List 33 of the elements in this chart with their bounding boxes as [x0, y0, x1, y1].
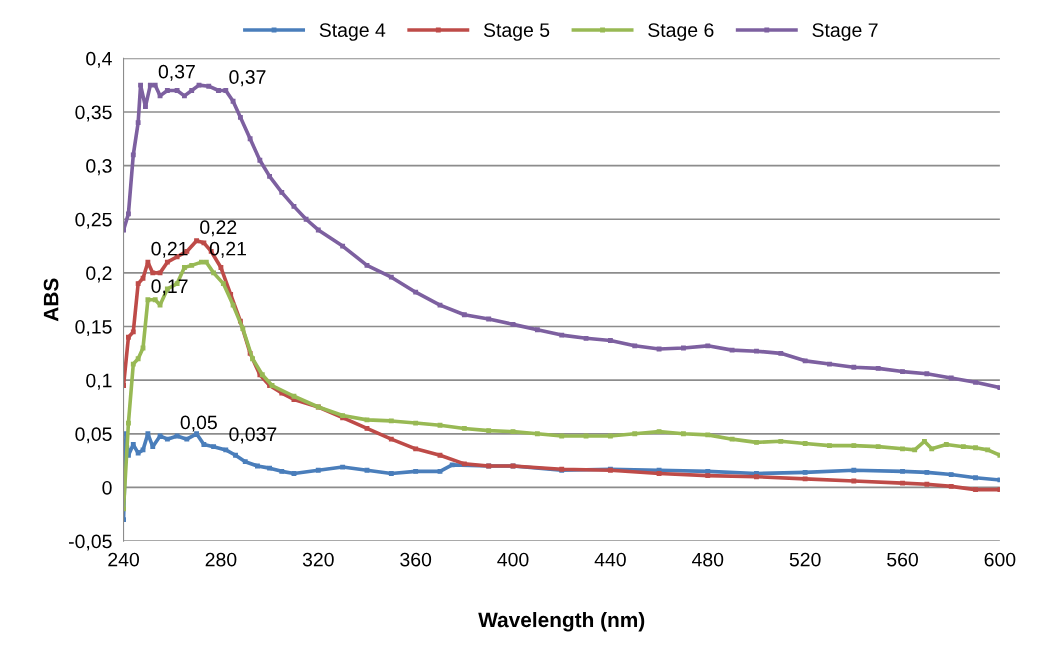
y-tick-label: 0,3: [86, 159, 112, 176]
annotation: 0,05: [180, 415, 217, 432]
y-tick-label: 0,25: [75, 212, 112, 229]
y-tick-label: 0,15: [75, 319, 112, 337]
y-tick-label: 0,4: [86, 51, 112, 68]
y-tick-label: 0,2: [86, 266, 112, 283]
x-tick-label: 400: [497, 552, 529, 567]
y-axis-title: ABS: [43, 278, 59, 322]
legend-label: Stage 4: [319, 23, 386, 41]
x-axis-title: Wavelength (nm): [478, 611, 645, 632]
legend-label: Stage 6: [648, 23, 714, 41]
legend-label: Stage 7: [812, 23, 878, 41]
annotation: 0,37: [229, 70, 266, 87]
x-tick-label: 560: [887, 552, 918, 567]
x-tick-label: 440: [594, 552, 626, 567]
y-tick-label: 0,35: [75, 105, 112, 122]
x-tick-label: 280: [205, 552, 237, 567]
annotation: 0,21: [209, 241, 246, 258]
y-tick-label: 0: [102, 480, 112, 495]
annotation: 0,37: [158, 64, 195, 81]
x-tick-label: 240: [108, 552, 140, 567]
x-tick-label: 480: [692, 552, 724, 567]
legend-label: Stage 5: [483, 23, 550, 41]
x-tick-label: 520: [789, 552, 821, 567]
y-tick-label: 0,1: [86, 373, 112, 390]
y-tick-label: 0,05: [75, 427, 112, 444]
x-tick-label: 360: [400, 552, 432, 567]
x-tick-label: 320: [302, 552, 334, 567]
annotation: 0,21: [151, 241, 188, 258]
annotation: 0,22: [200, 220, 237, 237]
y-tick-label: -0,05: [68, 534, 112, 551]
annotation: 0,037: [229, 427, 277, 444]
x-tick-label: 600: [984, 552, 1016, 567]
